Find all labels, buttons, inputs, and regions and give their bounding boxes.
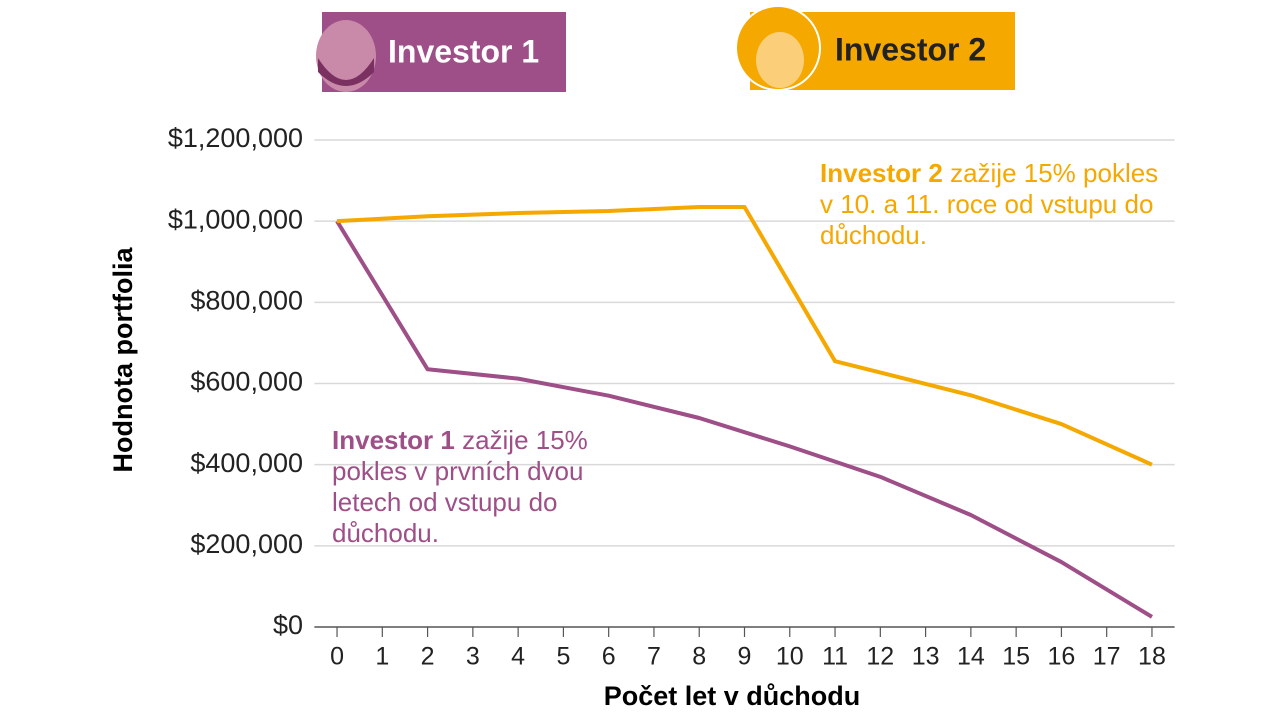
annotation-bold: Investor 1 bbox=[332, 425, 455, 455]
x-tick-label: 4 bbox=[511, 643, 525, 671]
legend-label: Investor 1 bbox=[388, 33, 539, 69]
x-tick-label: 9 bbox=[738, 643, 752, 671]
x-tick-label: 0 bbox=[330, 643, 344, 671]
x-tick-label: 7 bbox=[647, 643, 661, 671]
x-tick-label: 15 bbox=[1002, 643, 1030, 671]
x-tick-label: 14 bbox=[957, 643, 985, 671]
x-tick-label: 13 bbox=[912, 643, 940, 671]
y-tick-label: $0 bbox=[273, 610, 303, 640]
x-axis-title: Počet let v důchodu bbox=[604, 681, 861, 711]
x-tick-label: 16 bbox=[1048, 643, 1076, 671]
y-tick-label: $400,000 bbox=[190, 448, 303, 478]
x-tick-label: 5 bbox=[556, 643, 570, 671]
annotation-text: zažije 15% pokles v prvních dvou letech … bbox=[332, 425, 588, 548]
y-tick-label: $600,000 bbox=[190, 367, 303, 397]
x-tick-label: 1 bbox=[375, 643, 389, 671]
line bbox=[335, 220, 1153, 619]
y-tick-label: $200,000 bbox=[190, 529, 303, 559]
x-tick-label: 12 bbox=[866, 643, 894, 671]
x-tick-label: 10 bbox=[776, 643, 804, 671]
beard-1 bbox=[318, 58, 374, 86]
x-tick-label: 18 bbox=[1138, 643, 1166, 671]
x-tick-label: 6 bbox=[602, 643, 616, 671]
x-tick-label: 3 bbox=[466, 643, 480, 671]
annotation-text: zažije 15% pokles v 10. a 11. roce od vs… bbox=[820, 158, 1159, 250]
line bbox=[336, 204, 1153, 467]
x-tick-label: 11 bbox=[822, 643, 848, 671]
y-axis-title: Hodnota portfolia bbox=[108, 247, 138, 473]
x-tick-label: 17 bbox=[1093, 643, 1121, 671]
legend-label: Investor 2 bbox=[835, 31, 986, 67]
face-2 bbox=[756, 32, 804, 88]
annotation: Investor 2 zažije 15% pokles v 10. a 11.… bbox=[820, 158, 1165, 251]
annotation: Investor 1 zažije 15% pokles v prvních d… bbox=[332, 425, 632, 549]
y-tick-label: $1,200,000 bbox=[168, 123, 303, 153]
annotation-bold: Investor 2 bbox=[820, 158, 943, 188]
x-tick-label: 8 bbox=[692, 643, 706, 671]
y-tick-label: $800,000 bbox=[190, 285, 303, 315]
y-tick-label: $1,000,000 bbox=[168, 204, 303, 234]
x-tick-label: 2 bbox=[421, 643, 435, 671]
